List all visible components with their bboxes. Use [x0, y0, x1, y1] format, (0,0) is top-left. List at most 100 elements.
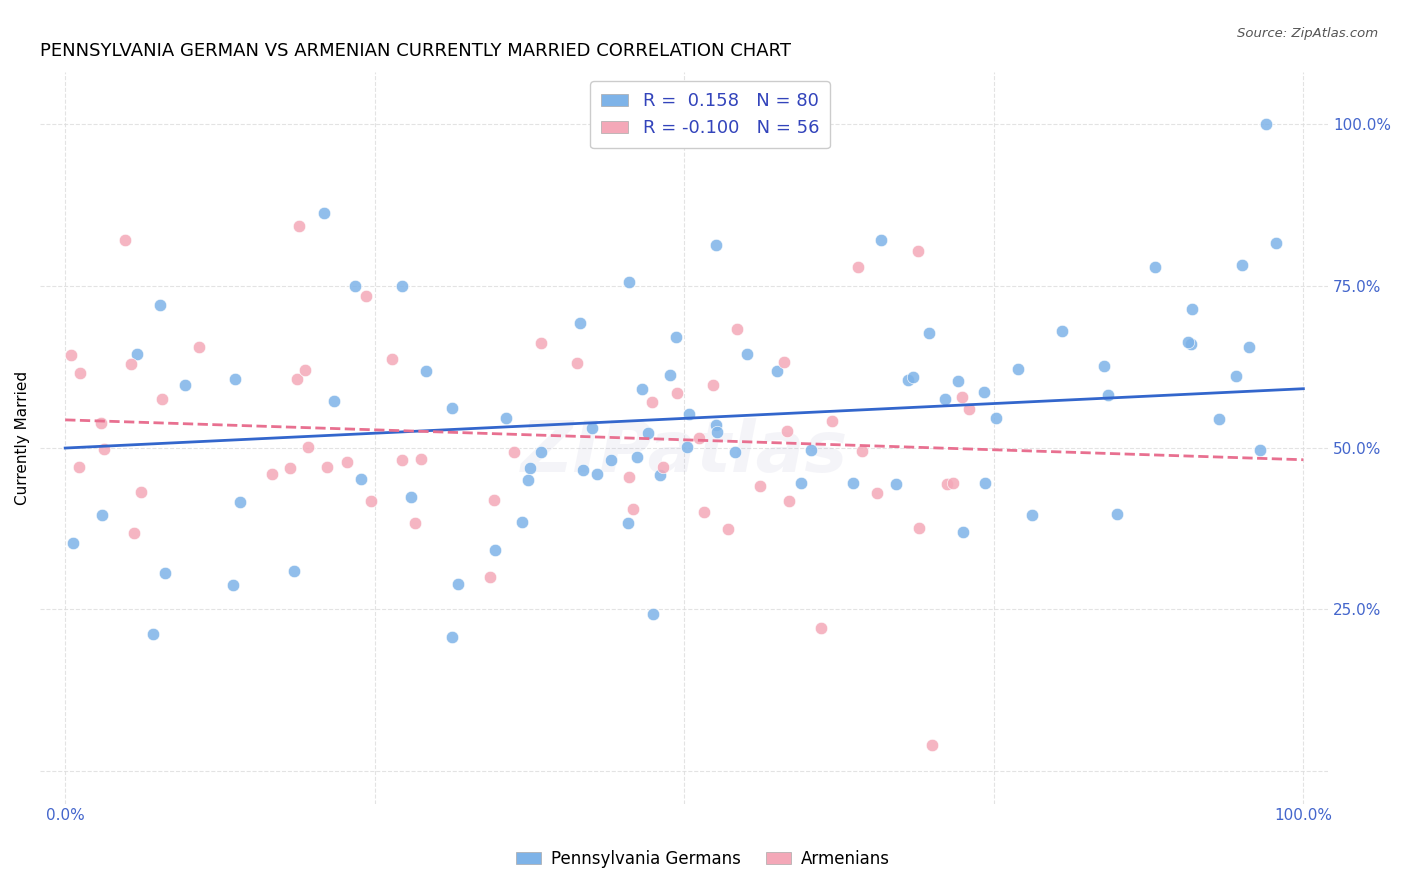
Pennsylvania Germans — [344, 278, 367, 293]
Pennsylvania Germans — [984, 410, 1007, 425]
Armenians — [717, 522, 740, 536]
Pennsylvania Germans — [897, 373, 920, 387]
Armenians — [921, 739, 943, 753]
Pennsylvania Germans — [155, 566, 177, 581]
Armenians — [381, 351, 404, 366]
Pennsylvania Germans — [648, 467, 671, 482]
Pennsylvania Germans — [149, 298, 172, 312]
Pennsylvania Germans — [1256, 117, 1278, 131]
Pennsylvania Germans — [704, 418, 727, 433]
Pennsylvania Germans — [1021, 508, 1043, 523]
Pennsylvania Germans — [1097, 388, 1119, 402]
Armenians — [957, 401, 980, 416]
Armenians — [950, 390, 973, 404]
Pennsylvania Germans — [516, 473, 538, 487]
Pennsylvania Germans — [174, 378, 197, 392]
Armenians — [846, 260, 869, 274]
Text: PENNSYLVANIA GERMAN VS ARMENIAN CURRENTLY MARRIED CORRELATION CHART: PENNSYLVANIA GERMAN VS ARMENIAN CURRENTL… — [41, 42, 792, 60]
Armenians — [693, 505, 716, 519]
Pennsylvania Germans — [350, 472, 373, 486]
Pennsylvania Germans — [581, 421, 603, 435]
Pennsylvania Germans — [1092, 359, 1115, 374]
Armenians — [336, 454, 359, 468]
Armenians — [360, 494, 382, 508]
Pennsylvania Germans — [600, 452, 623, 467]
Pennsylvania Germans — [585, 467, 607, 481]
Armenians — [702, 378, 724, 392]
Pennsylvania Germans — [934, 392, 956, 406]
Pennsylvania Germans — [401, 491, 423, 505]
Pennsylvania Germans — [724, 445, 747, 459]
Pennsylvania Germans — [1181, 301, 1204, 316]
Pennsylvania Germans — [643, 607, 665, 622]
Armenians — [262, 467, 284, 482]
Armenians — [725, 322, 748, 336]
Armenians — [621, 502, 644, 516]
Pennsylvania Germans — [1143, 260, 1166, 274]
Pennsylvania Germans — [415, 364, 437, 378]
Armenians — [652, 460, 675, 475]
Armenians — [187, 340, 209, 354]
Pennsylvania Germans — [800, 442, 823, 457]
Armenians — [280, 460, 302, 475]
Pennsylvania Germans — [1050, 325, 1073, 339]
Armenians — [354, 289, 377, 303]
Armenians — [391, 452, 413, 467]
Pennsylvania Germans — [790, 475, 813, 490]
Pennsylvania Germans — [974, 476, 997, 491]
Armenians — [749, 479, 772, 493]
Pennsylvania Germans — [530, 445, 553, 459]
Pennsylvania Germans — [312, 205, 335, 219]
Pennsylvania Germans — [125, 347, 148, 361]
Pennsylvania Germans — [283, 564, 305, 578]
Pennsylvania Germans — [678, 407, 700, 421]
Pennsylvania Germans — [1007, 361, 1029, 376]
Armenians — [294, 363, 316, 377]
Armenians — [530, 336, 553, 351]
Y-axis label: Currently Married: Currently Married — [15, 371, 30, 505]
Armenians — [503, 444, 526, 458]
Armenians — [810, 621, 832, 635]
Pennsylvania Germans — [973, 384, 995, 399]
Armenians — [90, 416, 112, 430]
Pennsylvania Germans — [571, 463, 593, 477]
Pennsylvania Germans — [1208, 411, 1230, 425]
Armenians — [907, 521, 929, 535]
Armenians — [935, 476, 957, 491]
Armenians — [404, 516, 426, 530]
Armenians — [288, 219, 311, 233]
Pennsylvania Germans — [495, 411, 517, 425]
Pennsylvania Germans — [510, 515, 533, 529]
Pennsylvania Germans — [658, 368, 681, 383]
Pennsylvania Germans — [617, 516, 640, 530]
Pennsylvania Germans — [706, 425, 728, 439]
Armenians — [617, 470, 640, 484]
Armenians — [851, 444, 873, 458]
Pennsylvania Germans — [569, 316, 592, 330]
Armenians — [67, 460, 90, 475]
Armenians — [907, 244, 929, 258]
Pennsylvania Germans — [391, 279, 413, 293]
Pennsylvania Germans — [222, 578, 245, 592]
Armenians — [866, 486, 889, 500]
Armenians — [93, 442, 115, 456]
Armenians — [297, 440, 319, 454]
Pennsylvania Germans — [637, 425, 659, 440]
Pennsylvania Germans — [704, 238, 727, 252]
Armenians — [315, 460, 337, 475]
Pennsylvania Germans — [626, 450, 648, 465]
Legend: Pennsylvania Germans, Armenians: Pennsylvania Germans, Armenians — [509, 844, 897, 875]
Text: ZIPatlas: ZIPatlas — [520, 418, 848, 487]
Pennsylvania Germans — [842, 476, 865, 491]
Pennsylvania Germans — [224, 372, 246, 386]
Pennsylvania Germans — [870, 233, 893, 247]
Pennsylvania Germans — [440, 401, 463, 416]
Armenians — [478, 570, 501, 584]
Pennsylvania Germans — [62, 535, 84, 549]
Pennsylvania Germans — [91, 508, 114, 522]
Pennsylvania Germans — [519, 461, 541, 475]
Pennsylvania Germans — [1180, 337, 1202, 351]
Armenians — [285, 372, 308, 386]
Pennsylvania Germans — [323, 393, 346, 408]
Armenians — [114, 233, 136, 247]
